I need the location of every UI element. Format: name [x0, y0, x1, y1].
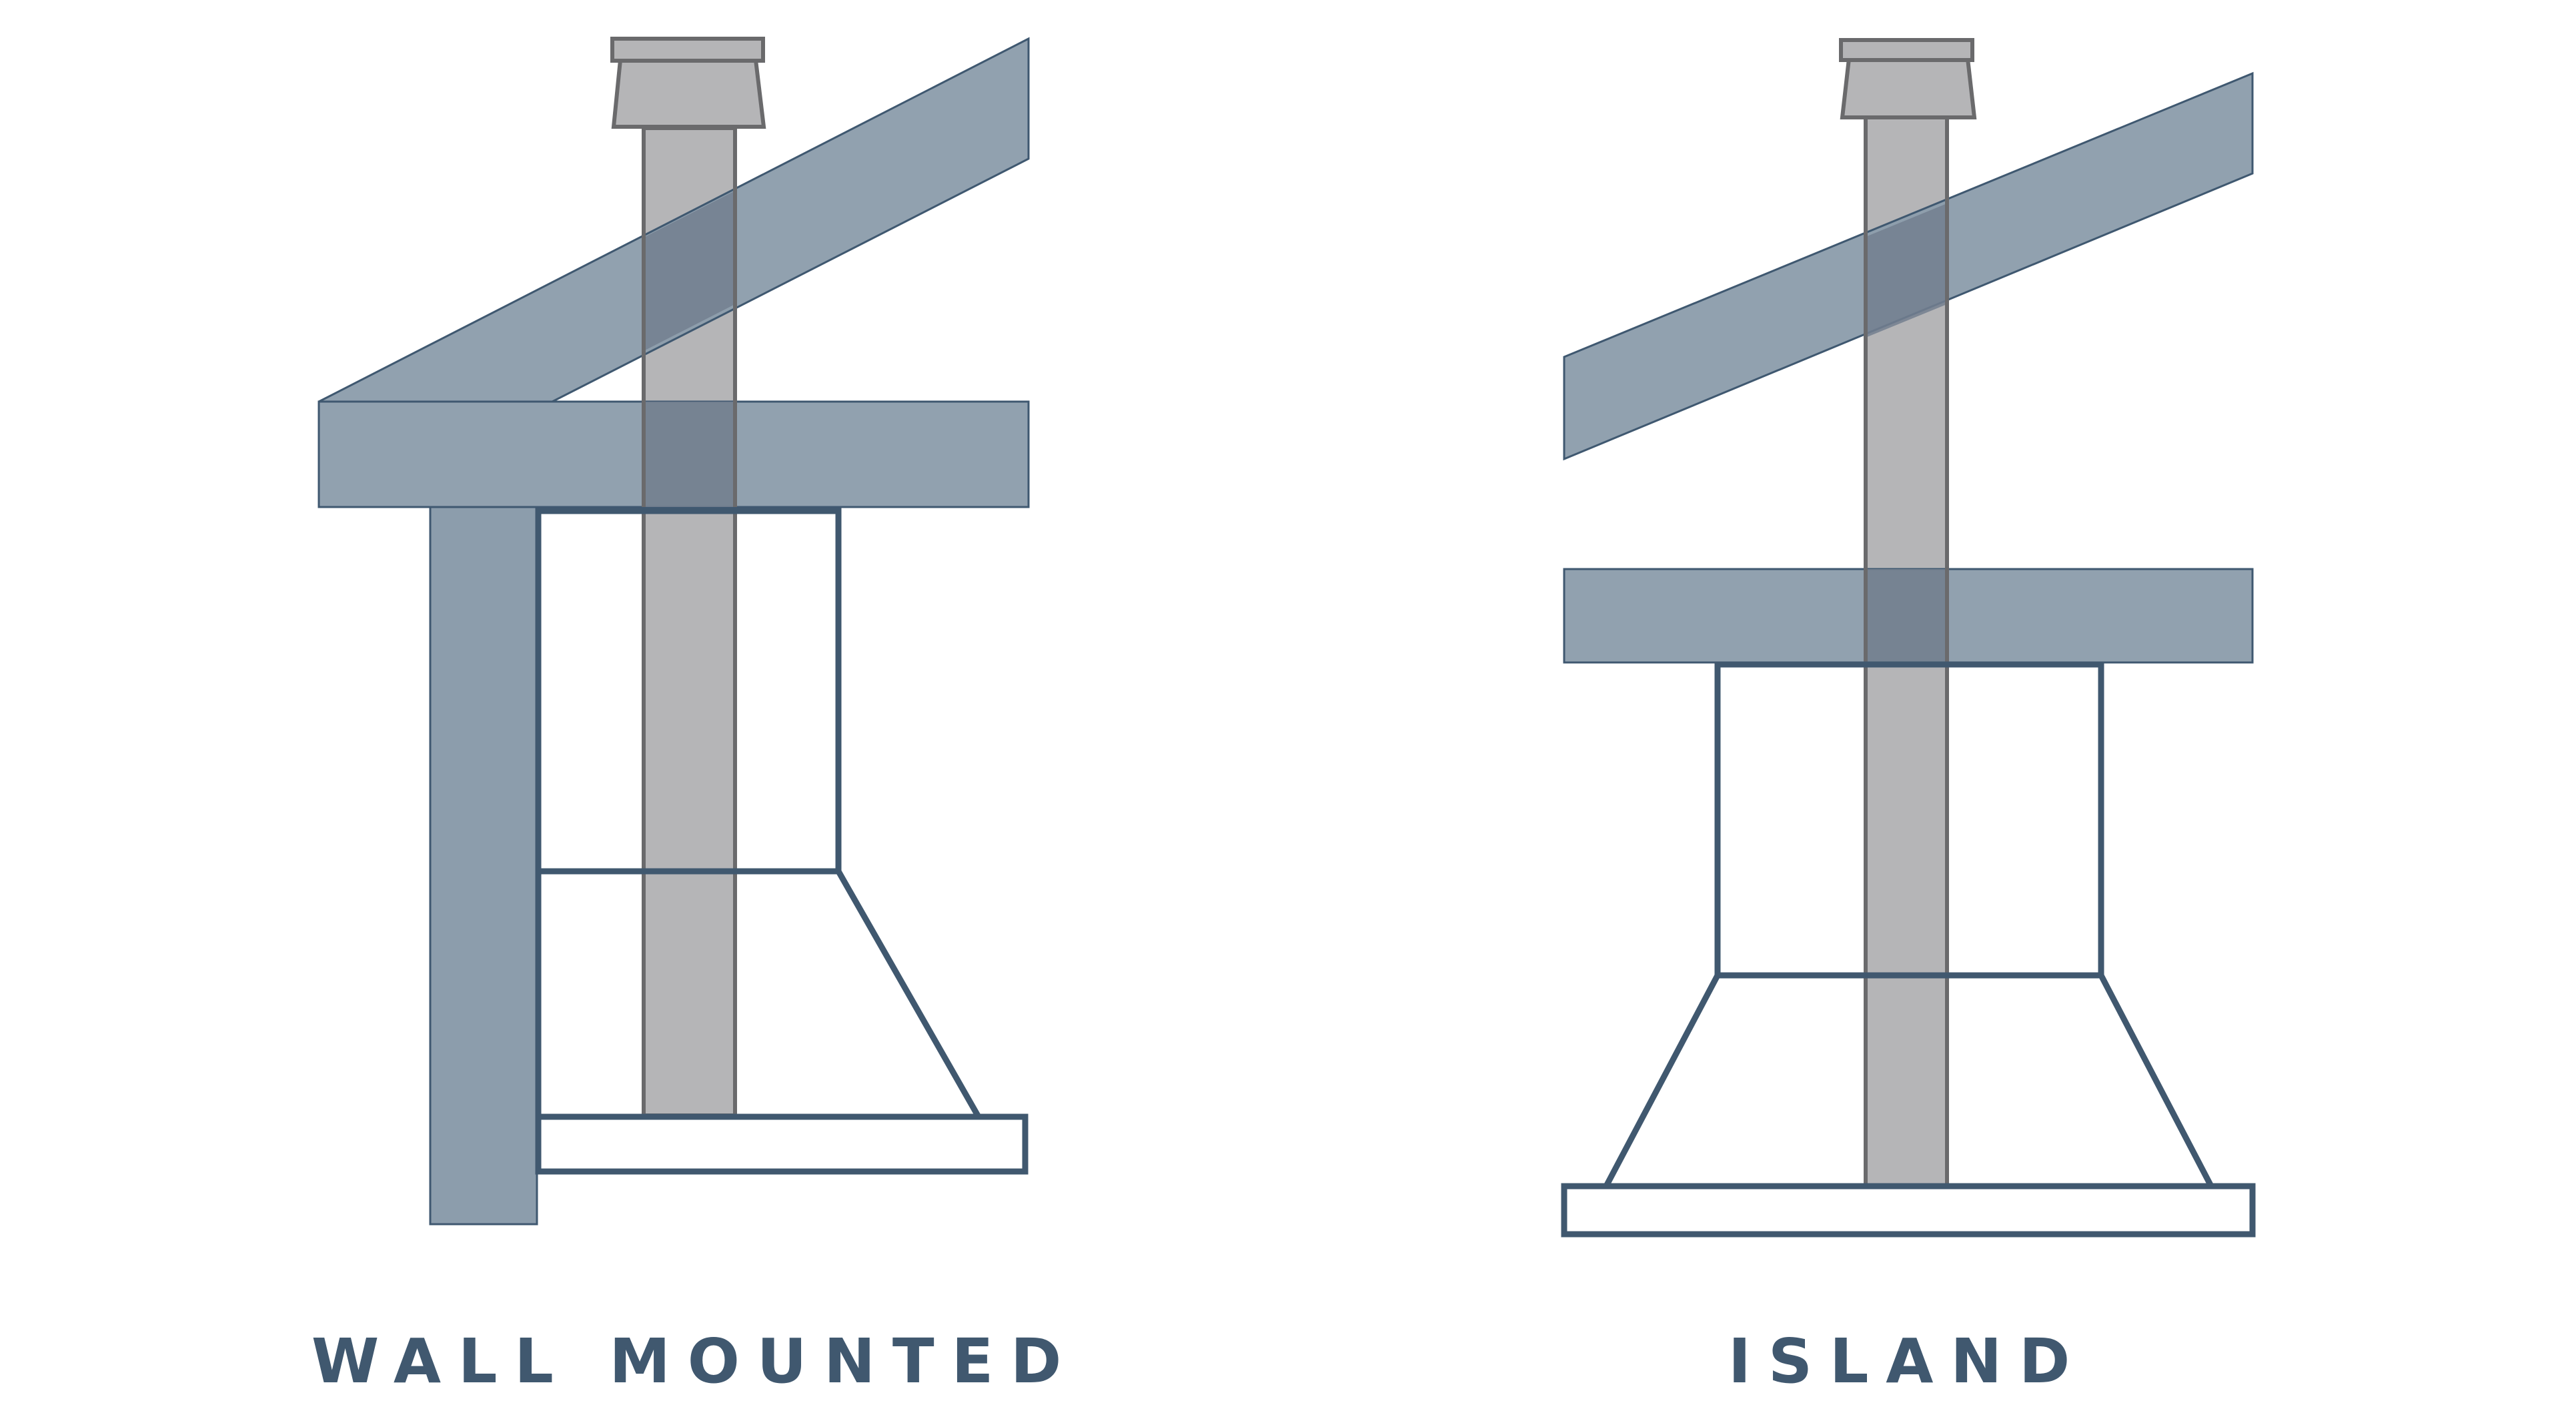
wall-chimney-cap-body [611, 58, 766, 129]
island-chimney-cap-body [1840, 57, 1977, 119]
wall-hood-canopy [535, 869, 984, 1120]
island-flue-rafter-overlap [1866, 203, 1947, 338]
wall-stud [429, 506, 538, 1226]
wall-hood [535, 508, 1029, 1175]
wall-hood-chimney-cover [535, 508, 842, 875]
island-diagram: ISLAND [1561, 38, 2256, 1397]
wall-structure [317, 37, 1030, 1226]
island-structure [1563, 71, 2254, 664]
wall-mounted-label: WALL MOUNTED [311, 1326, 1079, 1397]
island-label: ISLAND [1728, 1326, 2087, 1397]
wall-flue-rafter-overlap [644, 191, 735, 351]
wall-flue-joist-overlap [644, 402, 735, 507]
wall-chimney-cap-top [610, 37, 765, 63]
island-hood-base [1561, 1183, 2256, 1238]
wall-hood-base [535, 1113, 1029, 1175]
island-hood [1561, 661, 2256, 1238]
island-flue-joist-overlap [1866, 569, 1947, 662]
island-chimney-cap-top [1839, 38, 1974, 62]
wall-mounted-diagram: WALL MOUNTED [311, 37, 1079, 1397]
